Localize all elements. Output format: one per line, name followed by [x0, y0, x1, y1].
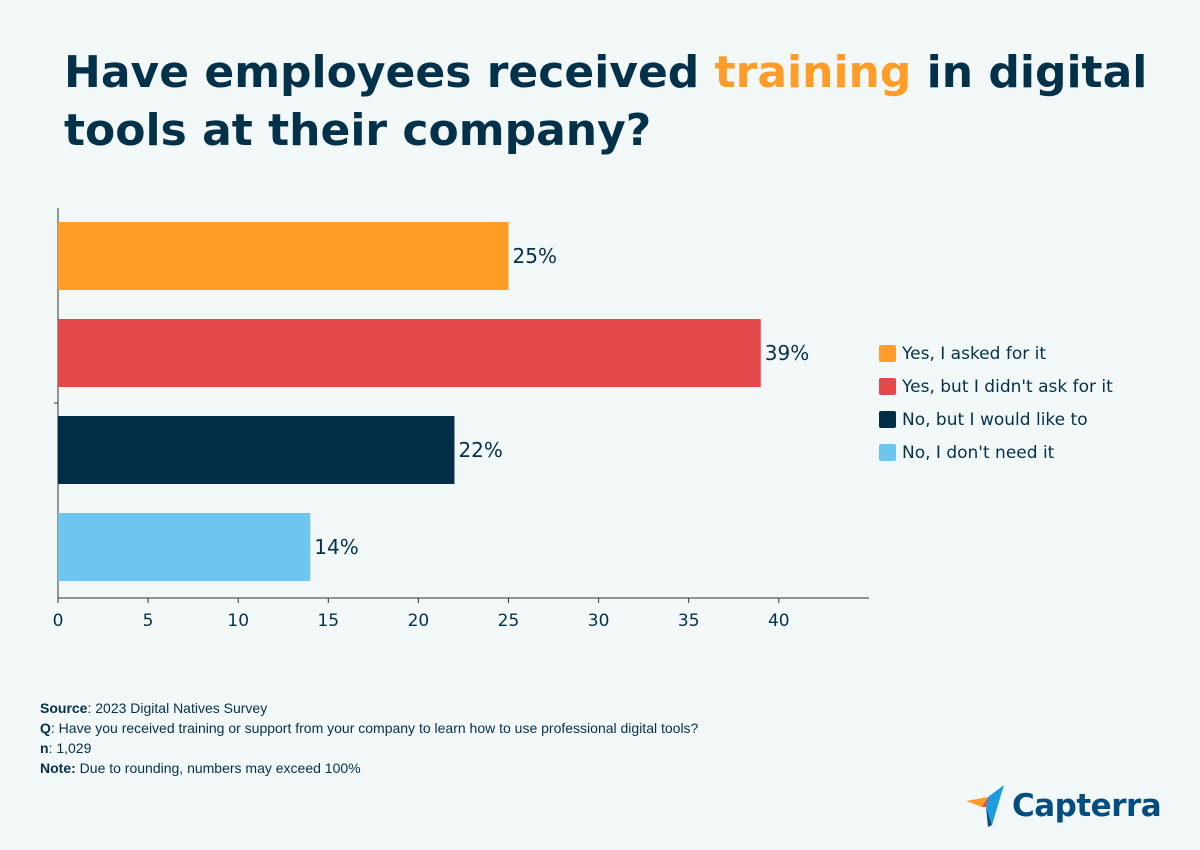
legend-swatch [879, 411, 896, 428]
legend-label: No, I don't need it [902, 443, 1055, 463]
bar-chart: 0 5 10 15 20 25 30 35 40 25% 39% 22% 14% Yes, I asked… [53, 208, 1113, 631]
x-tick-label: 35 [678, 611, 700, 631]
source-line: Source: 2023 Digital Natives Survey [40, 700, 268, 716]
capterra-arrow-icon [966, 785, 1004, 827]
x-tick-label: 25 [498, 611, 520, 631]
footer-notes: Source: 2023 Digital Natives Survey Q: H… [40, 698, 698, 778]
bar-value-label: 22% [458, 438, 502, 462]
bar-value-label: 14% [314, 535, 358, 559]
title-highlight: training [714, 47, 912, 98]
legend-label: No, but I would like to [902, 410, 1088, 430]
legend-label: Yes, I asked for it [901, 344, 1046, 364]
legend-label: Yes, but I didn't ask for it [901, 377, 1113, 397]
chart-title: Have employees received training in digi… [64, 44, 1154, 160]
x-tick-label: 15 [317, 611, 339, 631]
bar-value-label: 39% [765, 341, 809, 365]
title-part-2: in digital tools at their company? [64, 47, 1148, 156]
x-tick-label: 10 [227, 611, 249, 631]
bar [58, 416, 455, 484]
legend-swatch [879, 444, 896, 461]
bar [58, 319, 761, 387]
x-tick-label: 5 [143, 611, 154, 631]
x-tick-label: 30 [588, 611, 610, 631]
x-tick-label: 0 [53, 611, 64, 631]
note-line: Note: Due to rounding, numbers may excee… [40, 760, 361, 776]
bar [58, 222, 509, 290]
sample-size-line: n: 1,029 [40, 740, 92, 756]
bar-value-label: 25% [513, 244, 557, 268]
bar [58, 513, 311, 581]
legend-swatch [879, 345, 896, 362]
title-part-1: Have employees received [64, 47, 715, 98]
logo-text: Capterra [1012, 788, 1162, 824]
capterra-logo: Capterra [966, 782, 1162, 830]
x-tick-label: 40 [768, 611, 790, 631]
x-tick-label: 20 [408, 611, 430, 631]
legend-swatch [879, 378, 896, 395]
question-line: Q: Have you received training or support… [40, 720, 699, 736]
